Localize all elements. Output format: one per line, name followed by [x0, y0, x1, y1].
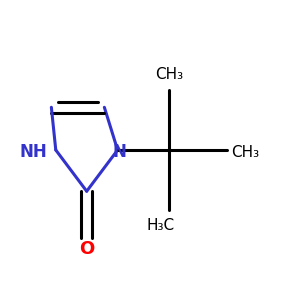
Text: H₃C: H₃C	[146, 218, 174, 232]
Text: NH: NH	[20, 143, 48, 161]
Text: N: N	[112, 143, 126, 161]
Text: O: O	[79, 240, 94, 258]
Text: CH₃: CH₃	[231, 145, 259, 160]
Text: CH₃: CH₃	[155, 68, 183, 82]
